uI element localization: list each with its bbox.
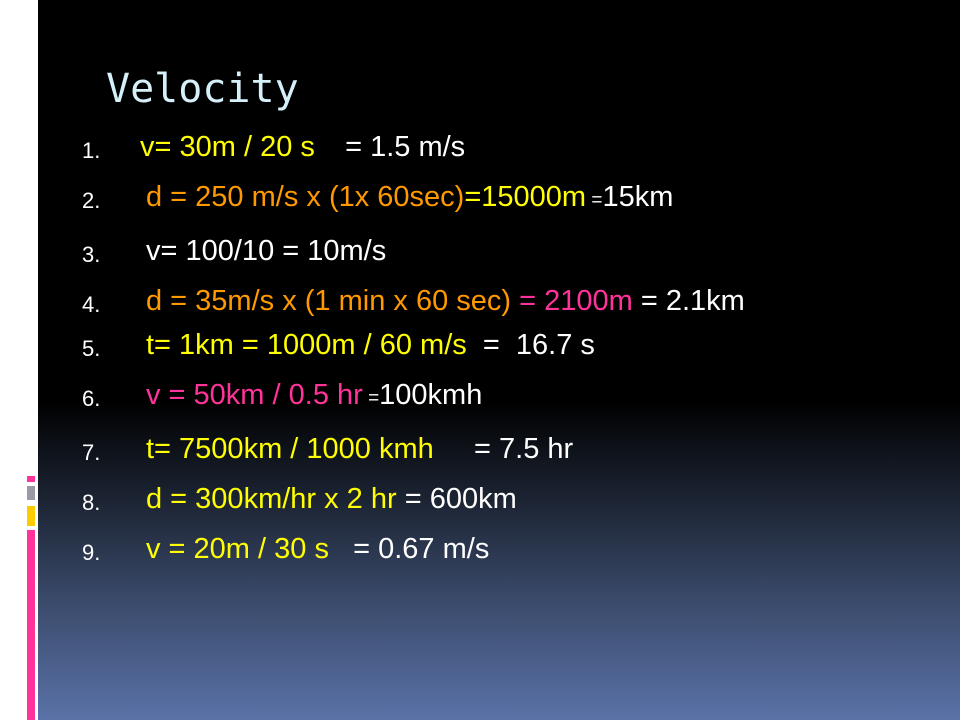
item-text: v= 100/10 = 10m/s (146, 235, 387, 267)
item-text: = 0.67 m/s (328, 533, 490, 565)
accent-square (27, 506, 35, 526)
item-number: 7. (82, 440, 101, 465)
problem-list: 1. v= 30m / 20 s = 1.5 m/s 2. d = 250 m/… (82, 130, 942, 582)
accent-square (27, 486, 35, 500)
list-item: 8. d = 300km/hr x 2 hr = 600km (82, 482, 942, 516)
item-text: d = 300km/hr x 2 hr (146, 483, 397, 515)
item-text: 100kmh (379, 379, 483, 411)
item-text: =15000m (464, 181, 587, 213)
item-text: v = 20m / 30 s (146, 533, 329, 565)
item-number: 5. (82, 336, 101, 361)
list-item: 2. d = 250 m/s x (1x 60sec)=15000m =15km (82, 180, 942, 218)
list-item: 3. v= 100/10 = 10m/s (82, 234, 942, 268)
list-item: 4. d = 35m/s x (1 min x 60 sec) = 2100m … (82, 284, 942, 318)
item-text: t= 1km = 1000m / 60 m/s (146, 329, 467, 361)
item-text: v= 30m / 20 s (140, 131, 315, 163)
item-number: 4. (82, 292, 101, 317)
item-number: 2. (82, 188, 101, 213)
item-text: = 2100m (511, 285, 633, 317)
list-item: 6. v = 50km / 0.5 hr =100kmh (82, 378, 942, 416)
list-item: 1. v= 30m / 20 s = 1.5 m/s (82, 130, 942, 164)
item-text: = 600km (396, 483, 517, 515)
slide-title: Velocity (106, 66, 299, 112)
item-text: d = 250 m/s x (1x 60sec) (146, 181, 465, 213)
item-text: = 7.5 hr (433, 433, 574, 465)
accent-square (27, 530, 35, 720)
list-item: 5. t= 1km = 1000m / 60 m/s = 16.7 s (82, 328, 942, 362)
accent-square (27, 476, 35, 482)
item-number: 9. (82, 540, 101, 565)
list-item: 9. v = 20m / 30 s = 0.67 m/s (82, 532, 942, 566)
item-number: 3. (82, 242, 101, 267)
item-text: = 16.7 s (466, 329, 595, 361)
item-number: 8. (82, 490, 101, 515)
item-text: = (362, 388, 380, 409)
item-number: 1. (82, 138, 101, 163)
item-text: v = 50km / 0.5 hr (146, 379, 363, 411)
item-text: d = 35m/s x (1 min x 60 sec) (146, 285, 512, 317)
item-text: = 2.1km (632, 285, 745, 317)
item-text: t= 7500km / 1000 kmh (146, 433, 434, 465)
item-text: = (586, 190, 603, 211)
list-item: 7. t= 7500km / 1000 kmh = 7.5 hr (82, 432, 942, 466)
item-text: 15km (602, 181, 674, 213)
item-text: = 1.5 m/s (320, 131, 466, 163)
item-number: 6. (82, 386, 101, 411)
